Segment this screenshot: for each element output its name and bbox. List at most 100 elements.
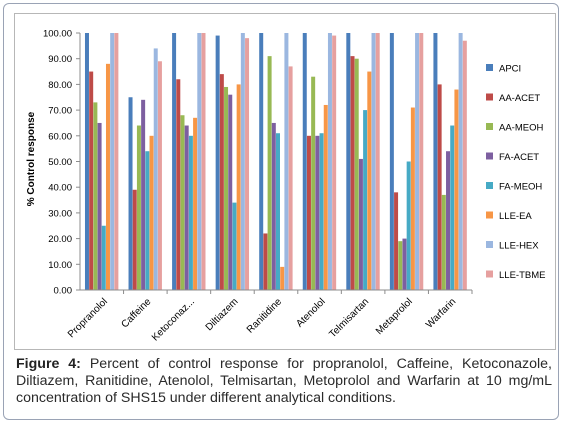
bar-lle-ea: [105, 63, 110, 291]
bar-aa-acet: [219, 74, 224, 290]
bar-aa-meoh: [93, 102, 98, 290]
bar-aa-meoh: [354, 58, 359, 291]
legend-label-aa-meoh: AA-MEOH: [499, 123, 543, 134]
bar-lle-tbme: [201, 33, 206, 290]
legend-label-lle-ea: LLE-EA: [499, 211, 532, 222]
bar-aa-acet: [132, 189, 137, 290]
y-tick-label: 0.00: [54, 286, 73, 297]
bar-lle-tbme: [157, 61, 162, 290]
legend-swatch-aa-meoh: [486, 123, 493, 130]
legend-label-fa-meoh: FA-MEOH: [499, 182, 542, 193]
bar-fa-acet: [184, 125, 189, 291]
bar-lle-tbme: [245, 38, 250, 290]
bar-aa-meoh: [311, 76, 316, 290]
bar-aa-meoh: [267, 56, 272, 290]
bar-fa-meoh: [188, 135, 193, 290]
bar-aa-acet: [263, 233, 268, 290]
bar-apci: [128, 97, 133, 290]
caption-text: Percent of control response for proprano…: [16, 356, 552, 406]
bar-lle-ea: [280, 266, 285, 290]
bar-lle-hex: [153, 48, 158, 290]
bar-apci: [172, 33, 177, 290]
bar-fa-meoh: [101, 225, 106, 290]
figure-container: % Control response 0.00 10.00 20.00 30.00 40…: [3, 3, 559, 420]
bar-lle-tbme: [114, 33, 119, 290]
bar-apci: [215, 35, 220, 290]
legend-label-lle-tbme: LLE-TBME: [499, 270, 545, 281]
bar-lle-ea: [236, 84, 241, 291]
bar-lle-ea: [410, 107, 415, 290]
y-tick-label: 80.00: [48, 80, 72, 91]
legend-swatch-fa-acet: [486, 152, 493, 160]
bar-fa-meoh: [145, 151, 150, 290]
bar-fa-acet: [97, 122, 102, 290]
bar-fa-meoh: [319, 133, 324, 290]
legend-swatch-apci: [486, 64, 493, 71]
chart-area: % Control response 0.00 10.00 20.00 30.00 40…: [14, 13, 556, 350]
bar-lle-hex: [327, 33, 332, 290]
bar-chart: % Control response 0.00 10.00 20.00 30.00 40…: [26, 29, 545, 344]
bar-apci: [84, 33, 89, 290]
bar-lle-ea: [149, 135, 154, 290]
bar-fa-acet: [402, 238, 407, 290]
y-tick-label: 30.00: [48, 208, 72, 219]
bar-aa-acet: [350, 56, 355, 290]
bar-fa-meoh: [232, 202, 237, 290]
bar-aa-acet: [89, 71, 94, 290]
bar-aa-meoh: [180, 115, 185, 291]
bar-fa-acet: [271, 122, 276, 290]
x-tick-label: Telmisartan: [327, 296, 371, 340]
bar-lle-ea: [367, 71, 372, 290]
y-tick-label: 20.00: [48, 234, 72, 245]
bar-apci: [346, 33, 351, 290]
x-tick-label: Metaprolol: [374, 296, 415, 337]
y-tick-label: 90.00: [48, 54, 72, 65]
bar-lle-tbme: [332, 35, 337, 290]
bar-apci: [302, 33, 307, 290]
legend-label-apci: APCI: [499, 64, 521, 75]
bar-fa-meoh: [450, 125, 455, 291]
x-tick-label: Propranolol: [66, 296, 110, 340]
y-tick-label: 70.00: [48, 106, 72, 117]
legend-swatch-fa-meoh: [486, 182, 493, 189]
bar-lle-hex: [458, 33, 463, 290]
bar-lle-ea: [193, 117, 198, 290]
bar-lle-hex: [371, 33, 376, 290]
bar-aa-acet: [306, 135, 311, 290]
bar-aa-acet: [176, 79, 181, 290]
bar-lle-hex: [284, 33, 289, 290]
x-tick-label: Warfarin: [424, 296, 458, 330]
x-tick-label: Atenolol: [294, 296, 327, 329]
bar-aa-acet: [394, 192, 399, 290]
bar-apci: [389, 33, 394, 290]
bar-fa-meoh: [406, 161, 411, 290]
bar-lle-hex: [110, 33, 115, 290]
legend-label-lle-hex: LLE-HEX: [499, 241, 539, 252]
bar-fa-acet: [228, 94, 233, 291]
bar-fa-acet: [446, 151, 451, 290]
bar-lle-tbme: [462, 40, 467, 291]
bar-aa-meoh: [398, 241, 403, 290]
bar-fa-acet: [141, 99, 146, 290]
bar-lle-hex: [197, 33, 202, 290]
bar-fa-acet: [358, 158, 363, 290]
bar-aa-meoh: [224, 86, 229, 290]
bar-aa-meoh: [136, 125, 141, 291]
x-tick-label: Caffeine: [119, 296, 153, 330]
figure-caption: Figure 4: Percent of control response fo…: [16, 356, 552, 407]
bar-fa-acet: [315, 135, 320, 290]
legend-swatch-lle-tbme: [486, 270, 493, 278]
bar-aa-meoh: [441, 194, 446, 290]
y-tick-label: 50.00: [48, 157, 72, 168]
bar-apci: [259, 33, 264, 290]
bar-lle-tbme: [419, 33, 424, 290]
bar-lle-hex: [240, 33, 245, 290]
legend-swatch-lle-ea: [486, 211, 493, 219]
y-tick-label: 60.00: [48, 131, 72, 142]
legend-swatch-lle-hex: [486, 241, 493, 248]
bar-aa-acet: [437, 84, 442, 291]
bar-lle-ea: [454, 89, 459, 290]
bar-apci: [433, 33, 438, 290]
bar-lle-hex: [415, 33, 420, 290]
y-tick-label: 10.00: [48, 260, 72, 271]
